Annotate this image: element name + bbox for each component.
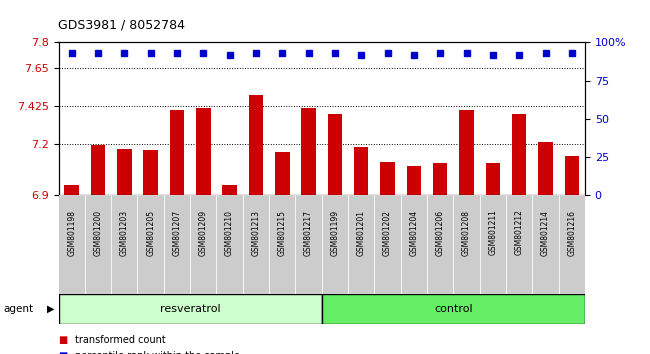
Text: GSM801198: GSM801198	[67, 210, 76, 256]
Bar	[565, 156, 579, 195]
Bar	[64, 185, 79, 195]
FancyBboxPatch shape	[506, 195, 532, 294]
Text: percentile rank within the sample: percentile rank within the sample	[75, 351, 240, 354]
Text: GSM801214: GSM801214	[541, 210, 550, 256]
Bar	[433, 162, 447, 195]
Text: GSM801217: GSM801217	[304, 210, 313, 256]
Bar	[460, 110, 474, 195]
Text: GSM801205: GSM801205	[146, 210, 155, 256]
FancyBboxPatch shape	[400, 195, 427, 294]
FancyBboxPatch shape	[532, 195, 559, 294]
Text: GSM801204: GSM801204	[410, 210, 419, 256]
Text: resveratrol: resveratrol	[160, 304, 220, 314]
Text: GSM801216: GSM801216	[567, 210, 577, 256]
Text: GSM801207: GSM801207	[172, 210, 181, 256]
Text: ■: ■	[58, 351, 68, 354]
Text: GSM801199: GSM801199	[330, 210, 339, 256]
Text: ■: ■	[58, 335, 68, 345]
FancyBboxPatch shape	[243, 195, 269, 294]
Text: GSM801209: GSM801209	[199, 210, 208, 256]
FancyBboxPatch shape	[374, 195, 400, 294]
Text: GDS3981 / 8052784: GDS3981 / 8052784	[58, 19, 185, 32]
Text: ▶: ▶	[47, 304, 55, 314]
FancyBboxPatch shape	[427, 195, 454, 294]
Text: GSM801203: GSM801203	[120, 210, 129, 256]
FancyBboxPatch shape	[348, 195, 374, 294]
Bar	[512, 114, 527, 195]
Bar	[117, 149, 131, 195]
Bar	[170, 110, 184, 195]
FancyBboxPatch shape	[295, 195, 322, 294]
Text: control: control	[434, 304, 473, 314]
FancyBboxPatch shape	[216, 195, 243, 294]
Text: agent: agent	[3, 304, 33, 314]
Text: GSM801215: GSM801215	[278, 210, 287, 256]
Bar	[275, 152, 289, 195]
FancyBboxPatch shape	[269, 195, 295, 294]
FancyBboxPatch shape	[322, 195, 348, 294]
Bar	[354, 147, 369, 195]
Bar	[196, 108, 211, 195]
Bar	[302, 108, 316, 195]
FancyBboxPatch shape	[164, 195, 190, 294]
FancyBboxPatch shape	[84, 195, 111, 294]
FancyBboxPatch shape	[190, 195, 216, 294]
FancyBboxPatch shape	[559, 195, 585, 294]
Text: GSM801212: GSM801212	[515, 210, 524, 256]
Bar	[222, 185, 237, 195]
FancyBboxPatch shape	[480, 195, 506, 294]
Bar	[249, 95, 263, 195]
Text: GSM801202: GSM801202	[383, 210, 392, 256]
Bar	[486, 162, 500, 195]
Text: GSM801210: GSM801210	[225, 210, 234, 256]
Bar	[407, 166, 421, 195]
Bar	[538, 142, 552, 195]
Text: GSM801213: GSM801213	[252, 210, 261, 256]
Text: GSM801208: GSM801208	[462, 210, 471, 256]
FancyBboxPatch shape	[322, 294, 585, 324]
Text: GSM801200: GSM801200	[94, 210, 103, 256]
Text: GSM801206: GSM801206	[436, 210, 445, 256]
FancyBboxPatch shape	[58, 195, 84, 294]
Bar	[91, 145, 105, 195]
Bar	[328, 114, 342, 195]
Text: transformed count: transformed count	[75, 335, 166, 345]
FancyBboxPatch shape	[138, 195, 164, 294]
Text: GSM801201: GSM801201	[357, 210, 366, 256]
Text: GSM801211: GSM801211	[488, 210, 497, 256]
FancyBboxPatch shape	[454, 195, 480, 294]
FancyBboxPatch shape	[111, 195, 138, 294]
Bar	[144, 150, 158, 195]
Bar	[380, 162, 395, 195]
FancyBboxPatch shape	[58, 294, 322, 324]
